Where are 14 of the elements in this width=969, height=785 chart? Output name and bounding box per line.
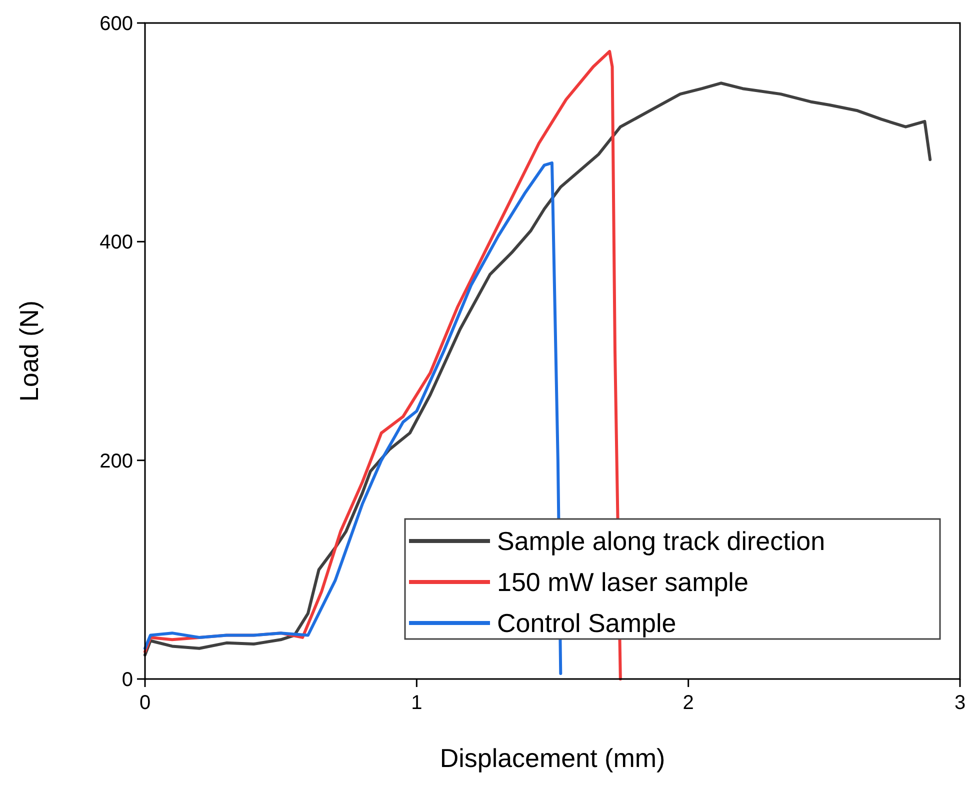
y-tick-label: 200 [100, 450, 133, 472]
x-tick-label: 0 [139, 692, 151, 714]
x-tick-label: 3 [954, 692, 966, 714]
y-tick-label: 400 [100, 232, 133, 254]
line-series [144, 82, 932, 656]
x-tick-label: 2 [682, 692, 694, 714]
legend-label: Control Sample [497, 608, 676, 638]
y-axis-title: Load (N) [14, 300, 44, 402]
y-tick-label: 600 [100, 13, 133, 35]
x-axis-title: Displacement (mm) [440, 743, 666, 773]
legend-label: Sample along track direction [497, 526, 826, 556]
y-tick-label: 0 [122, 669, 133, 691]
legend-label: 150 mW laser sample [497, 567, 748, 598]
x-tick-label: 1 [411, 692, 422, 714]
